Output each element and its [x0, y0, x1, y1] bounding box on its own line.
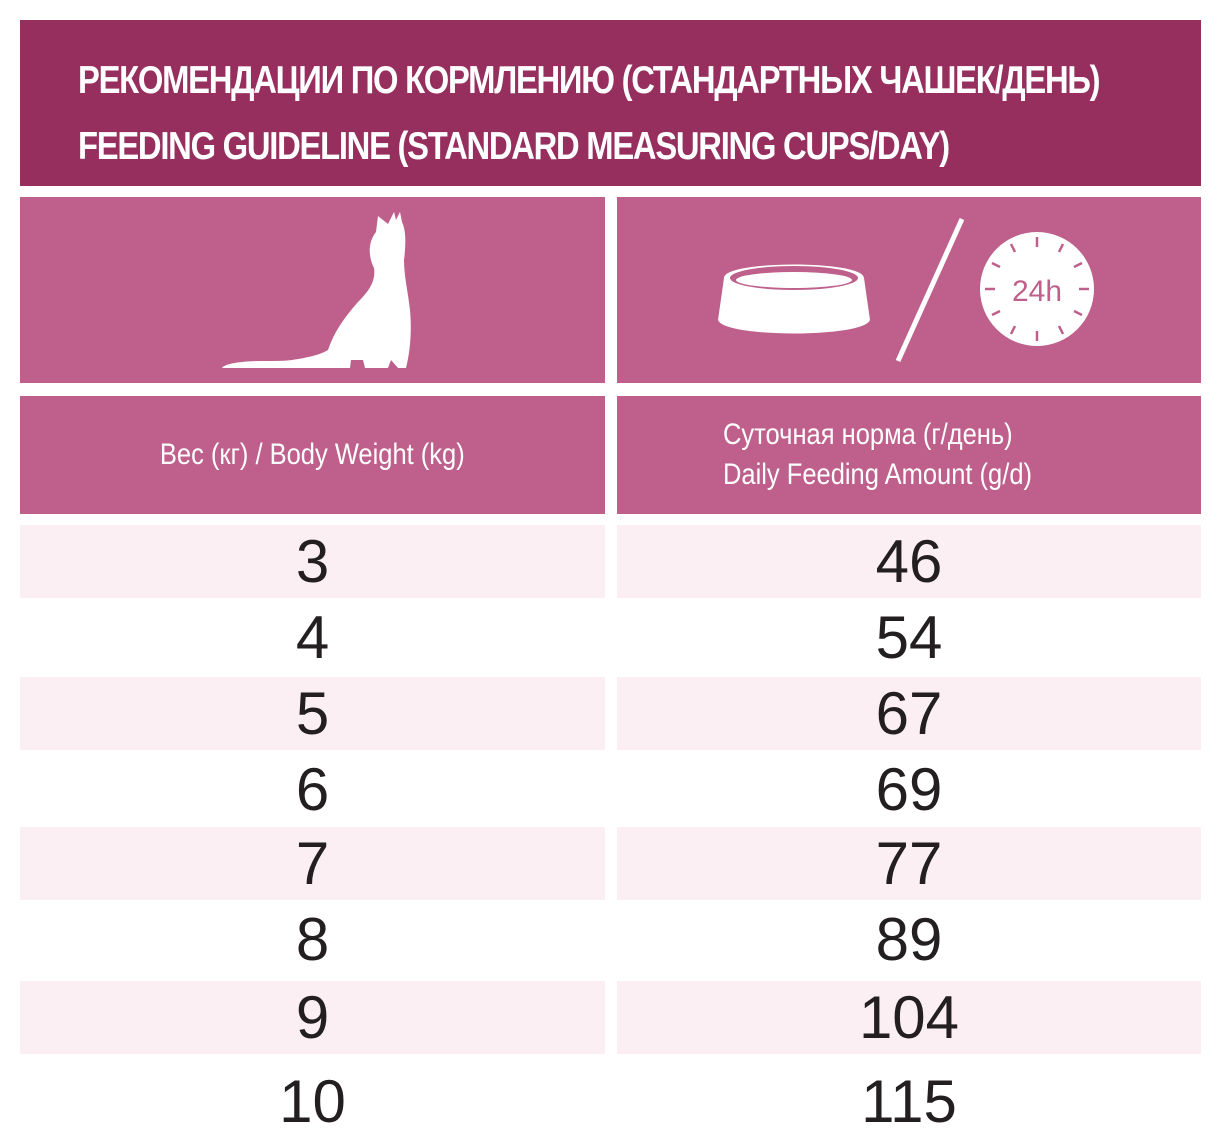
amount-value: 54 — [875, 604, 943, 671]
slash-icon — [895, 217, 965, 363]
table-row: 4 54 — [20, 601, 1201, 674]
table-row: 3 46 — [20, 525, 1201, 598]
weight-column-label: Вес (кг) / Body Weight (kg) — [160, 438, 465, 471]
cat-silhouette-icon — [222, 212, 411, 368]
amount-value: 104 — [617, 981, 1201, 1054]
amount-value: 46 — [617, 525, 1201, 598]
title-russian: РЕКОМЕНДАЦИИ ПО КОРМЛЕНИЮ (СТАНДАРТНЫХ Ч… — [78, 59, 1101, 102]
amount-column-header: Суточная норма (г/день) Daily Feeding Am… — [617, 396, 1201, 514]
weight-column-header: Вес (кг) / Body Weight (kg) — [20, 396, 605, 514]
weight-value: 4 — [295, 604, 330, 671]
amount-column-label-russian: Суточная норма (г/день) — [723, 418, 1013, 451]
table-row: 6 69 — [20, 753, 1201, 826]
weight-value: 6 — [295, 756, 330, 823]
clock-label: 24h — [1012, 275, 1062, 308]
weight-icon-cell — [20, 197, 605, 383]
amount-value: 115 — [861, 1068, 957, 1135]
weight-value: 9 — [20, 981, 605, 1054]
weight-value: 3 — [20, 525, 605, 598]
weight-value: 5 — [20, 677, 605, 750]
title-banner: РЕКОМЕНДАЦИИ ПО КОРМЛЕНИЮ (СТАНДАРТНЫХ Ч… — [20, 20, 1201, 186]
weight-value: 10 — [279, 1068, 346, 1135]
food-bowl-icon — [718, 264, 870, 334]
table-row: 7 77 — [20, 827, 1201, 900]
table-row: 5 67 — [20, 677, 1201, 750]
amount-icon-cell: 24h — [617, 197, 1201, 383]
amount-value: 69 — [875, 756, 943, 823]
amount-value: 89 — [875, 906, 943, 973]
clock-24h-icon: 24h — [980, 232, 1094, 346]
amount-value: 67 — [617, 677, 1201, 750]
amount-column-label-english: Daily Feeding Amount (g/d) — [723, 458, 1032, 491]
weight-value: 7 — [20, 827, 605, 900]
title-english: FEEDING GUIDELINE (STANDARD MEASURING CU… — [78, 125, 950, 168]
table-row: 10 115 — [20, 1065, 1201, 1138]
table-row: 8 89 — [20, 903, 1201, 976]
weight-value: 8 — [295, 906, 330, 973]
table-row: 9 104 — [20, 981, 1201, 1054]
amount-value: 77 — [617, 827, 1201, 900]
